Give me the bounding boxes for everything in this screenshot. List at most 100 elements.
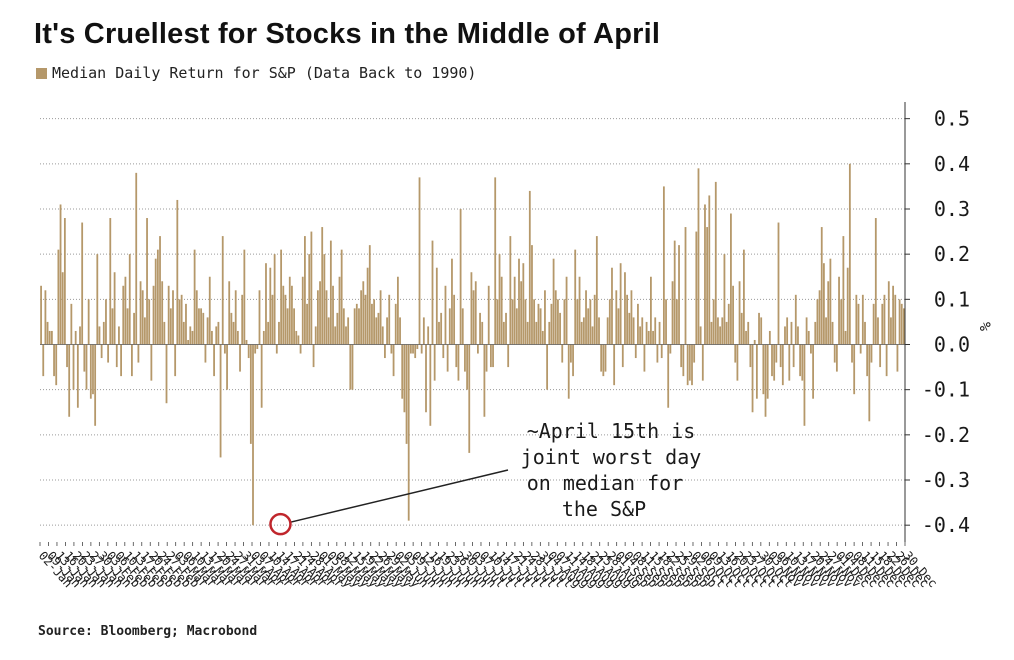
bar [297,335,300,345]
gridlines [40,118,905,526]
bar [273,254,276,345]
bar [455,344,458,368]
bar [50,330,53,345]
bar [388,294,391,345]
bar [874,218,877,345]
bar [656,344,659,363]
bar [652,330,654,345]
bar [464,344,466,372]
bar [81,222,84,345]
bar [141,290,144,345]
bar [68,344,71,417]
bar [634,344,637,359]
bar [200,308,203,345]
bar [211,330,213,345]
bar [195,290,198,345]
bar [691,344,693,386]
bar [109,218,112,345]
bar [582,317,585,345]
bar [790,321,793,345]
bar [265,263,267,345]
bar [325,290,328,345]
bar [89,344,92,399]
bar [433,344,436,381]
bar [671,281,674,345]
annotation: ~April 15th is joint worst day on median… [269,419,701,536]
bar [245,339,248,345]
x-axis-ticks: 02-Jan09-Jan13-Jan16-Jan20-Jan23-Jan27-J… [36,542,940,590]
bar [820,227,823,345]
bar [46,321,49,345]
bar [193,249,196,345]
bar [797,326,799,345]
bar [762,344,765,395]
bar [803,344,806,426]
bar [416,344,419,350]
bar [262,330,265,345]
bar [546,344,549,390]
bar [353,308,356,345]
source-note: Source: Bloomberg; Macrobond [38,624,258,639]
bar [483,344,486,417]
bar [842,236,845,345]
bar [589,299,592,345]
bar [522,263,525,345]
bar [42,344,45,377]
bar [572,344,574,377]
bar [868,344,871,422]
bar [567,344,570,399]
bar [172,290,174,345]
bar [613,344,616,386]
bar [182,321,185,345]
bar [719,326,722,345]
bar [438,321,440,345]
bar [477,344,479,354]
bar [442,344,445,359]
bar [496,299,499,345]
bar [334,326,337,345]
bar [725,321,728,345]
bar [561,344,564,363]
bar [606,317,609,345]
y-tick-label: 0.3 [934,197,970,221]
bar [319,281,321,345]
bar [249,344,252,444]
bar [766,344,769,399]
bar [513,276,516,345]
bar [239,344,241,372]
bar [282,285,285,345]
bar [139,281,142,345]
bar [349,344,352,390]
bar [105,299,107,345]
bar [470,272,473,345]
bar [137,344,140,363]
bar [673,240,676,345]
bar [492,344,494,368]
bar [507,344,510,368]
bar [541,330,544,345]
bar [61,272,64,345]
bar [559,312,561,345]
bar [641,317,644,345]
bar [574,249,577,345]
bar [723,254,726,345]
legend-label: Median Daily Return for S&P (Data Back t… [52,64,477,82]
bar [429,344,432,426]
bar [284,294,287,345]
bar [74,330,77,345]
bar [600,344,603,372]
bar [392,344,395,377]
bar [161,281,164,345]
bar [816,299,819,345]
bar [466,344,468,390]
bar [732,285,734,345]
bar [461,308,464,345]
bar [223,344,226,354]
bar [619,263,622,345]
bar [271,294,274,345]
bar [879,344,882,368]
bar [76,344,79,408]
bar [890,317,892,345]
y-tick-label: -0.3 [922,468,970,492]
